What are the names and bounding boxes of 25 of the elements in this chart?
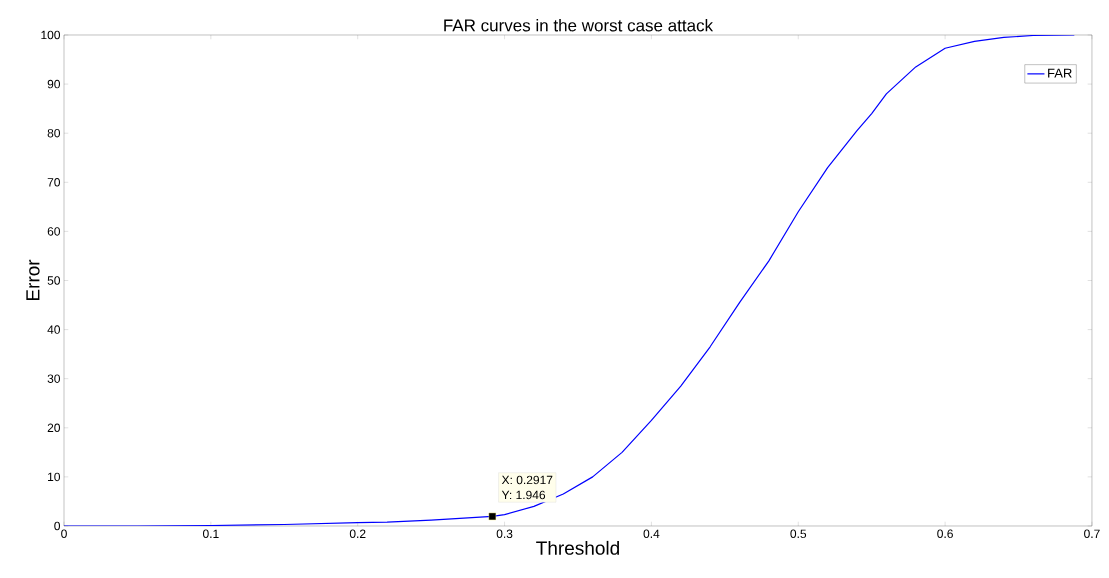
y-tick-label: 0 <box>54 521 61 531</box>
annotation: X: 0.2917 <box>501 475 553 485</box>
x-tick-label: 0.3 <box>496 529 513 539</box>
y-tick-label: 50 <box>47 276 61 285</box>
y-axis-title: Error <box>26 259 40 301</box>
x-axis-title: Threshold <box>536 540 619 555</box>
y-tick-label: 10 <box>48 472 61 482</box>
annotation: Y: 1.946 <box>501 490 546 500</box>
chart-title: FAR curves in the worst case attack <box>444 18 714 32</box>
y-tick-label: 30 <box>47 374 61 383</box>
x-tick-label: 0.2 <box>349 529 366 539</box>
line-series <box>64 34 1075 526</box>
y-tick-label: 20 <box>47 423 61 433</box>
y-tick-label: 60 <box>47 227 61 236</box>
x-tick-label: 0.4 <box>643 529 660 539</box>
x-tick-label: 0.7 <box>1084 529 1100 539</box>
x-tick-label: 0.6 <box>937 529 953 539</box>
x-tick-label: 0.5 <box>790 529 807 539</box>
y-tick-label: 40 <box>47 325 61 334</box>
x-tick-label: 0.1 <box>202 529 219 539</box>
y-tick-label: 100 <box>41 30 61 40</box>
y-tick-label: 80 <box>47 128 61 138</box>
legend-label: FAR <box>1048 68 1072 78</box>
y-tick-label: 90 <box>47 79 61 89</box>
y-tick-label: 70 <box>47 178 61 187</box>
